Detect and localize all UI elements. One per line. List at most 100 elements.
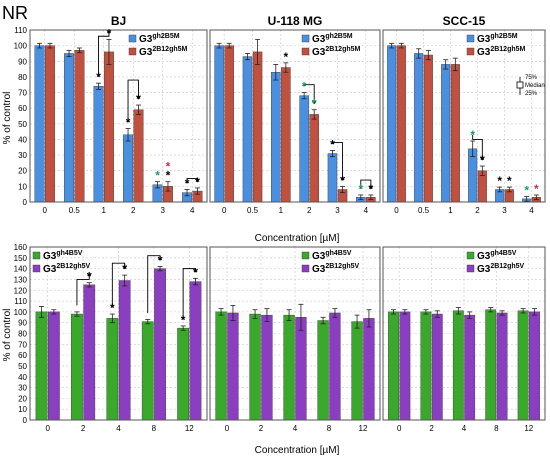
x-tick-label: 2 [259, 424, 264, 433]
significance-star: * [96, 70, 101, 84]
y-tick-label: 160 [14, 243, 28, 252]
x-tick-label: 0 [43, 206, 48, 215]
bar [529, 311, 540, 421]
legend-swatch [301, 47, 310, 56]
legend-swatch [128, 34, 137, 43]
bar [396, 45, 406, 203]
legend-label: G32B12gh5V [43, 263, 91, 275]
bracket-arrow [195, 178, 200, 183]
bar [189, 281, 202, 421]
bar [106, 318, 119, 421]
bar [452, 310, 464, 421]
bar [154, 268, 166, 421]
bar [414, 53, 424, 203]
bar [299, 95, 309, 203]
bar [399, 311, 411, 421]
y-tick-label: 110 [14, 297, 27, 306]
legend-label: G3gh2B5M [139, 33, 180, 45]
x-tick-label: 4 [364, 206, 369, 215]
bracket-arrow [479, 156, 485, 161]
significance-star: * [284, 50, 289, 64]
x-tick-label: 0 [394, 206, 399, 215]
top-y-axis-label: % of control [2, 92, 13, 145]
x-tick-label: 0 [45, 424, 50, 433]
significance-star: * [166, 160, 171, 174]
x-tick-label: 0.5 [247, 206, 259, 215]
legend-label: G32B12gh5V [312, 263, 360, 275]
y-tick-label: 30 [18, 151, 27, 160]
bar [133, 109, 144, 203]
bar [71, 313, 83, 421]
x-tick-label: 8 [494, 424, 499, 433]
bar [83, 284, 96, 421]
significance-star: * [470, 128, 475, 142]
x-tick-label: 0 [397, 424, 402, 433]
y-tick-label: 50 [18, 120, 27, 129]
bar [295, 317, 307, 421]
bar [93, 86, 104, 203]
x-tick-label: 8 [152, 424, 157, 433]
y-tick-label: 90 [18, 57, 27, 66]
x-tick-label: 2 [81, 424, 86, 433]
legend-swatch [128, 47, 137, 56]
bar [249, 313, 261, 421]
significance-star: * [302, 80, 307, 94]
plot-frame [382, 29, 546, 203]
significance-star: * [155, 169, 160, 183]
bar [242, 56, 253, 203]
plot-frame [29, 29, 208, 203]
legend-label: G32B12gh5M [139, 46, 188, 58]
significance-bracket [472, 134, 483, 160]
bar [45, 45, 55, 203]
bar [317, 320, 329, 421]
y-tick-label: 0 [23, 416, 28, 425]
y-tick-label: 30 [18, 384, 27, 393]
y-tick-label: 110 [14, 26, 27, 35]
legend-label: G3gh4B5V [43, 250, 83, 262]
x-tick-label: 0 [225, 424, 230, 433]
bar [281, 67, 291, 203]
median-box [516, 81, 524, 89]
y-tick-label: 80 [18, 73, 27, 82]
significance-star: * [166, 169, 171, 183]
bracket-arrow [106, 29, 112, 34]
bar [496, 312, 508, 421]
bar [423, 54, 433, 203]
significance-star: * [480, 153, 485, 167]
bar [388, 311, 399, 421]
significance-bracket [303, 84, 315, 104]
plot-frame [209, 29, 381, 203]
significance-star: * [158, 253, 163, 267]
bracket-arrow [340, 176, 345, 181]
plot-area [210, 30, 380, 202]
y-tick-label: 10 [18, 182, 27, 191]
legend-swatch [466, 264, 475, 273]
bar [34, 45, 45, 203]
chart-panel-4: 0102030405060708090100110120130140150160… [14, 243, 208, 433]
bar [224, 45, 234, 203]
bracket-arrow [311, 100, 317, 105]
legend-swatch [301, 264, 310, 273]
y-tick-label: 100 [14, 42, 28, 51]
legend-label: G3gh2B5M [477, 33, 518, 45]
bottom-y-axis-label: % of control [2, 309, 13, 362]
bar [271, 72, 281, 203]
bar [118, 280, 131, 421]
y-tick-label: 100 [14, 308, 28, 317]
bar [351, 321, 363, 421]
x-tick-label: 0.5 [418, 206, 430, 215]
significance-star: * [185, 176, 190, 190]
y-tick-label: 20 [18, 167, 27, 176]
y-tick-label: 60 [18, 104, 27, 113]
significance-star: * [358, 182, 363, 196]
x-tick-label: 2 [475, 206, 480, 215]
x-tick-label: 2 [429, 424, 434, 433]
x-tick-label: 1 [102, 206, 107, 215]
bottom-x-axis-label: Concentration [µM] [255, 445, 340, 456]
bar [329, 312, 341, 421]
bar [215, 311, 227, 421]
bracket-arrow [157, 256, 163, 261]
top-x-axis-label: Concentration [µM] [255, 233, 340, 244]
legend-label: G32B12gh5V [477, 263, 525, 275]
